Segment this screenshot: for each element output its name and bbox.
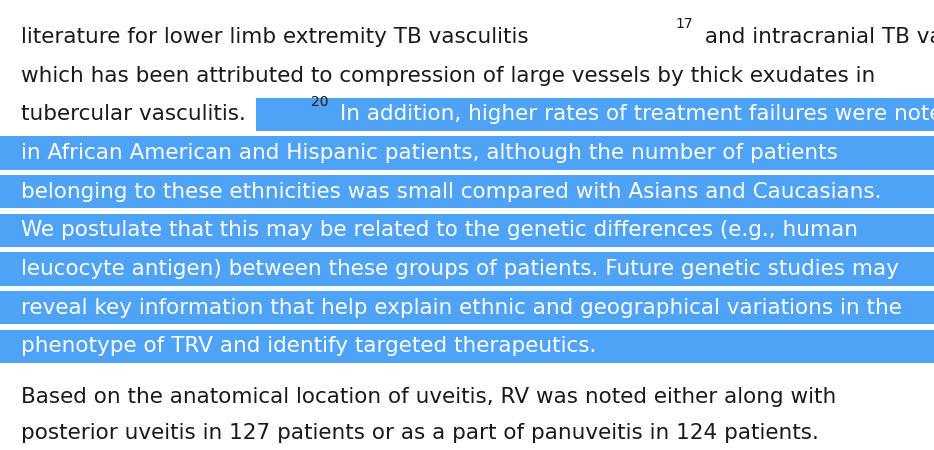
Bar bbox=[0, 291, 934, 324]
Text: phenotype of TRV and identify targeted therapeutics.: phenotype of TRV and identify targeted t… bbox=[21, 337, 596, 356]
Text: and intracranial TB vasculitis,: and intracranial TB vasculitis, bbox=[699, 27, 934, 47]
Text: In addition, higher rates of treatment failures were noted: In addition, higher rates of treatment f… bbox=[333, 104, 934, 124]
Bar bbox=[256, 98, 934, 131]
Bar bbox=[0, 175, 934, 208]
Text: We postulate that this may be related to the genetic differences (e.g., human: We postulate that this may be related to… bbox=[21, 220, 857, 240]
Bar bbox=[0, 214, 934, 247]
Text: belonging to these ethnicities was small compared with Asians and Caucasians.: belonging to these ethnicities was small… bbox=[21, 182, 881, 202]
Text: 17: 17 bbox=[675, 17, 693, 32]
Text: in African American and Hispanic patients, although the number of patients: in African American and Hispanic patient… bbox=[21, 143, 838, 163]
Text: literature for lower limb extremity TB vasculitis: literature for lower limb extremity TB v… bbox=[21, 27, 528, 47]
Text: leucocyte antigen) between these groups of patients. Future genetic studies may: leucocyte antigen) between these groups … bbox=[21, 259, 899, 279]
Text: which has been attributed to compression of large vessels by thick exudates in: which has been attributed to compression… bbox=[21, 66, 875, 86]
Bar bbox=[0, 330, 934, 363]
Text: Based on the anatomical location of uveitis, RV was noted either along with: Based on the anatomical location of uvei… bbox=[21, 387, 836, 407]
Text: posterior uveitis in 127 patients or as a part of panuveitis in 124 patients.: posterior uveitis in 127 patients or as … bbox=[21, 423, 818, 443]
Bar bbox=[0, 136, 934, 170]
Text: tubercular vasculitis.: tubercular vasculitis. bbox=[21, 104, 246, 124]
Text: 20: 20 bbox=[311, 94, 328, 109]
Text: reveal key information that help explain ethnic and geographical variations in t: reveal key information that help explain… bbox=[21, 298, 901, 318]
Bar bbox=[0, 252, 934, 286]
